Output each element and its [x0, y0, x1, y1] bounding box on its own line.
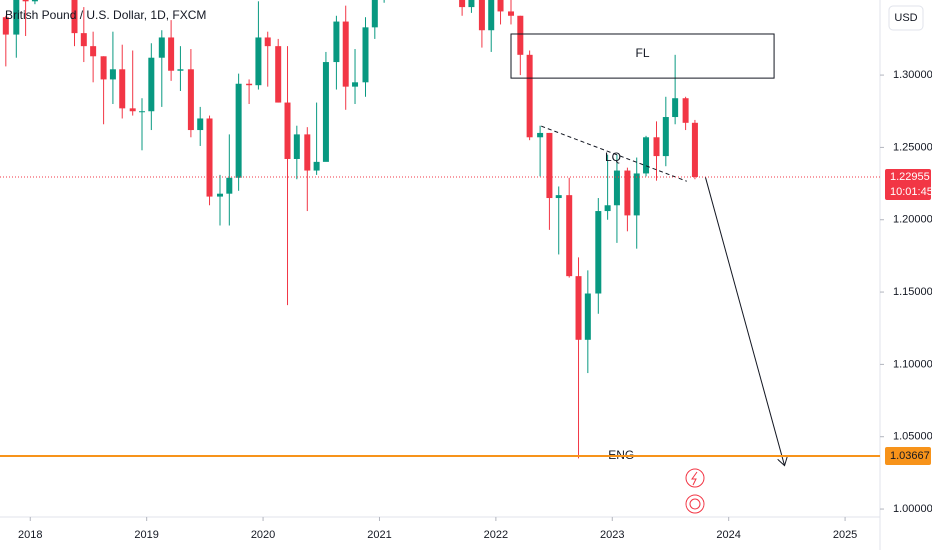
zone-box [510, 33, 775, 79]
candle-body [497, 0, 504, 12]
candle-body [584, 293, 591, 340]
candle-body [109, 69, 116, 80]
candle-body [604, 205, 611, 212]
zone-label: FL [636, 46, 650, 60]
y-tick-label: 1.15000 [893, 286, 932, 298]
currency-button[interactable] [888, 5, 924, 31]
candle-body [187, 69, 194, 131]
chart-title: British Pound / U.S. Dollar, 1D, FXCM [5, 8, 206, 22]
candle-body [691, 122, 698, 177]
candle-body [22, 0, 29, 2]
candle-body [313, 161, 320, 171]
y-tick-label: 1.05000 [893, 431, 932, 443]
x-tick-label: 2019 [134, 529, 158, 541]
level-label: 1.03667 [890, 450, 930, 462]
last-price-label: 1.22955 [890, 171, 930, 183]
candle-body [613, 170, 620, 206]
x-tick-label: 2024 [716, 529, 740, 541]
event-icon-glyph [689, 498, 701, 510]
candle-body [537, 132, 544, 138]
candle-body [633, 173, 640, 216]
candle-body [624, 170, 631, 216]
x-tick-label: 2020 [251, 529, 275, 541]
candle-body [672, 98, 679, 118]
countdown: 10:01:45 [890, 186, 932, 198]
candle-body [575, 276, 582, 340]
candle-body [129, 108, 136, 112]
candle-body [235, 83, 242, 178]
candle-body [595, 211, 602, 294]
candle-body [100, 56, 107, 80]
y-tick-label: 1.30000 [893, 69, 932, 81]
candle-body [371, 0, 378, 28]
candle-body [71, 0, 78, 34]
candle-body [526, 54, 533, 138]
candle-body [352, 82, 359, 87]
candle-body [264, 37, 271, 47]
candle-body [80, 33, 87, 47]
currency[interactable]: USD [894, 12, 917, 24]
x-tick-label: 2023 [600, 529, 624, 541]
candle-body [488, 0, 495, 31]
plot: FLLQENG [2, 0, 785, 466]
candle-body [468, 0, 475, 8]
candle-body [508, 11, 515, 16]
candle-body [158, 37, 165, 58]
x-tick-label: 2021 [367, 529, 391, 541]
candle-body [653, 137, 660, 157]
candle-body [31, 0, 38, 2]
candle-body [255, 37, 262, 86]
candle-body [13, 0, 20, 35]
candle-body [682, 98, 689, 123]
event-icon[interactable] [685, 494, 705, 514]
candle-body [293, 134, 300, 159]
candle-body [206, 118, 213, 197]
y-tick-label: 1.00000 [893, 503, 932, 515]
candle-body [643, 137, 650, 174]
x-tick-label: 2022 [484, 529, 508, 541]
candle-body [546, 132, 553, 199]
candle-body [662, 117, 669, 157]
candle-body [322, 62, 329, 162]
candle-body [177, 69, 184, 71]
y-tick-label: 1.20000 [893, 214, 932, 226]
y-tick-label: 1.25000 [893, 141, 932, 153]
candle-body [2, 17, 9, 35]
candle-body [304, 134, 311, 171]
liquidity-line [541, 125, 687, 182]
candle-body [119, 69, 126, 109]
candle-body [362, 27, 369, 83]
candle-body [342, 21, 349, 87]
candle-body [197, 118, 204, 131]
candle-body [555, 195, 562, 199]
candle-body [275, 46, 282, 103]
liquidity-label: LQ [605, 150, 621, 164]
event-icon[interactable] [685, 468, 705, 488]
candle-body [226, 177, 233, 194]
candle-body [459, 0, 466, 8]
level-box [885, 446, 931, 465]
candle-body [139, 111, 146, 113]
candle-body [217, 193, 223, 197]
x-tick-label: 2025 [833, 529, 857, 541]
candle-body [246, 83, 253, 86]
candle-body [148, 57, 155, 112]
candle-body [168, 37, 175, 71]
event-icon-glyph [691, 471, 698, 486]
y-tick-label: 1.10000 [893, 358, 932, 370]
last-price-box [885, 168, 931, 200]
candle-body [333, 21, 340, 63]
candle-body [478, 0, 485, 31]
candle-body [90, 46, 97, 57]
projection-arrow [704, 176, 784, 466]
candle-body [566, 195, 573, 277]
candle-body [284, 102, 291, 159]
x-tick-label: 2018 [18, 529, 42, 541]
candle-body [517, 15, 524, 55]
